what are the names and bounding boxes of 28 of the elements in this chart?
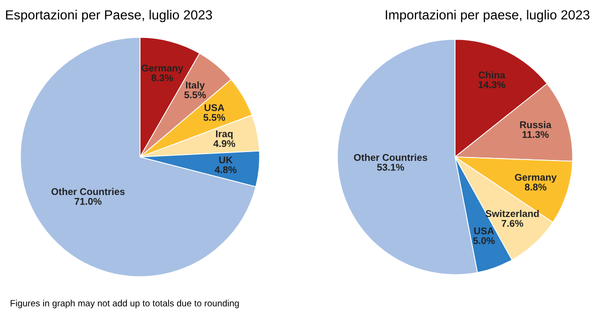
- slice-label: Italy: [186, 81, 205, 90]
- slice-label: UK: [219, 156, 233, 164]
- data-label: 7.6%: [502, 220, 524, 227]
- data-label: 53.1%: [377, 164, 404, 171]
- data-label: 71.0%: [74, 198, 102, 205]
- data-label: 5.0%: [473, 237, 495, 244]
- data-label: 14.3%: [478, 81, 506, 88]
- slice-label: Russia: [520, 121, 552, 128]
- slice-label: Germany: [514, 174, 557, 183]
- slice-label: USA: [204, 104, 224, 112]
- chart-title: Esportazioni per Paese, luglio 2023: [6, 10, 212, 22]
- data-label: 8.8%: [524, 184, 546, 191]
- data-label: 4.8%: [214, 166, 237, 174]
- slice-label: Switzerland: [486, 210, 539, 218]
- data-label: 4.9%: [213, 140, 236, 148]
- chart-title: Importazioni per paese, luglio 2023: [386, 10, 590, 22]
- data-label: 5.5%: [184, 91, 206, 98]
- slice-label: Germany: [142, 64, 184, 74]
- data-label: 5.5%: [203, 114, 226, 121]
- pie-slice: [20, 36, 256, 278]
- slice-label: Iraq: [216, 130, 233, 140]
- slice-label: Other Countries: [51, 188, 125, 196]
- slice-label: China: [478, 71, 506, 78]
- text: Figures in graph may not add up to totals due to rounding: [10, 300, 239, 308]
- slice-label: USA: [474, 227, 494, 234]
- data-label: 8.3%: [151, 74, 174, 82]
- data-label: 11.3%: [522, 131, 549, 138]
- slice-label: Other Countries: [354, 154, 428, 161]
